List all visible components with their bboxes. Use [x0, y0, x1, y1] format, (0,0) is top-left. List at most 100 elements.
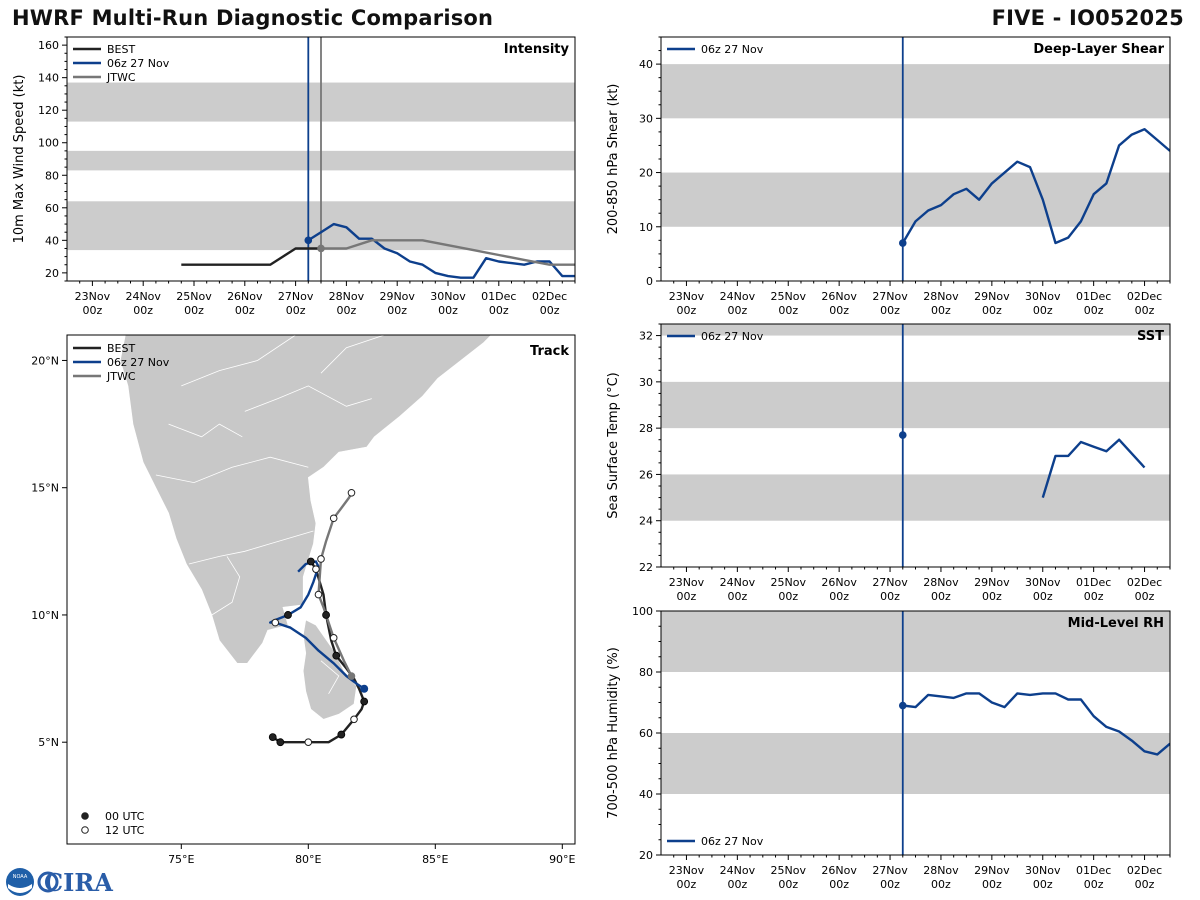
x-tick-label-hour: 00z	[829, 590, 849, 603]
track-jtwc-point	[347, 672, 356, 680]
legend-label: 06z 27 Nov	[701, 835, 764, 848]
series-line-06z-27-nov	[902, 692, 1170, 756]
x-tick-label-hour: 00z	[1084, 304, 1104, 317]
x-tick-label-day: 25Nov	[771, 290, 807, 303]
lat-tick-label: 5°N	[38, 736, 59, 749]
state-border	[320, 660, 340, 694]
y-tick-label: 60	[639, 727, 653, 740]
x-tick-label-day: 27Nov	[872, 290, 908, 303]
legend-label: JTWC	[106, 71, 136, 84]
noaa-text: NOAA	[13, 874, 28, 880]
y-axis-label: 700-500 hPa Humidity (%)	[606, 647, 621, 819]
x-tick-label-hour: 00z	[778, 878, 798, 891]
x-tick-label-hour: 00z	[931, 878, 951, 891]
track-point-12utc	[329, 634, 338, 642]
x-tick-label-day: 28Nov	[329, 290, 365, 303]
x-tick-label-hour: 00z	[387, 304, 407, 317]
x-tick-label-hour: 00z	[540, 304, 560, 317]
legend-label: BEST	[107, 43, 135, 56]
x-tick-label-day: 24Nov	[720, 576, 756, 589]
track-init-point	[360, 684, 369, 693]
panel-shear: 01020304023Nov00z24Nov00z25Nov00z26Nov00…	[606, 36, 1171, 317]
track-point-00utc	[360, 697, 369, 706]
map-frame	[66, 334, 576, 845]
x-tick-label-day: 25Nov	[771, 864, 807, 877]
x-tick-label-hour: 00z	[829, 304, 849, 317]
y-tick-label: 40	[639, 788, 653, 801]
lon-tick-label: 90°E	[549, 853, 575, 866]
legend-label: 06z 27 Nov	[701, 330, 764, 343]
x-tick-label-hour: 00z	[880, 304, 900, 317]
x-tick-label-day: 25Nov	[771, 576, 807, 589]
panel-rh: 2040608010023Nov00z24Nov00z25Nov00z26Nov…	[606, 605, 1171, 891]
x-tick-label-hour: 00z	[1084, 590, 1104, 603]
legend-label: 06z 27 Nov	[107, 356, 170, 369]
x-tick-label-day: 30Nov	[1025, 576, 1061, 589]
track-point-12utc	[312, 565, 320, 573]
x-tick-label-day: 01Dec	[1076, 864, 1111, 877]
panel-sst: 22242628303223Nov00z24Nov00z25Nov00z26No…	[606, 323, 1171, 603]
threshold-band	[661, 381, 1170, 429]
y-tick-label: 40	[639, 58, 653, 71]
cira-text: CIRA	[44, 868, 113, 897]
x-tick-label-hour: 00z	[677, 878, 697, 891]
series-line-06z-27-nov	[307, 222, 575, 279]
x-tick-label-day: 28Nov	[923, 864, 959, 877]
y-tick-label: 28	[639, 422, 653, 435]
x-tick-label-hour: 00z	[778, 590, 798, 603]
x-tick-label-day: 23Nov	[669, 864, 705, 877]
x-tick-label-day: 02Dec	[532, 290, 567, 303]
x-tick-label-day: 02Dec	[1127, 576, 1162, 589]
x-tick-label-day: 23Nov	[669, 576, 705, 589]
threshold-band	[661, 64, 1170, 119]
threshold-band	[661, 474, 1170, 521]
x-tick-label-day: 02Dec	[1127, 864, 1162, 877]
track-point-12utc	[350, 715, 358, 724]
x-tick-label-hour: 00z	[438, 304, 458, 317]
track-point-12utc	[271, 618, 280, 627]
x-tick-label-day: 24Nov	[720, 290, 756, 303]
noaa-cira-logo: NOAA CIRA	[6, 868, 113, 897]
series-line-06z-27-nov	[901, 127, 1170, 245]
init-point	[898, 239, 907, 247]
x-tick-label-day: 01Dec	[1076, 576, 1111, 589]
x-tick-label-hour: 00z	[1135, 878, 1155, 891]
track-point-00utc	[337, 730, 346, 739]
y-tick-label: 30	[639, 376, 653, 389]
threshold-band	[661, 172, 1170, 227]
x-tick-label-hour: 00z	[1033, 590, 1053, 603]
plot-area	[661, 37, 1170, 281]
init-point	[304, 236, 313, 245]
panel-title: SST	[1137, 329, 1164, 344]
x-tick-label-day: 01Dec	[481, 290, 516, 303]
x-tick-label-day: 30Nov	[430, 290, 466, 303]
y-axis-label: 200-850 hPa Shear (kt)	[606, 84, 621, 235]
lat-tick-label: 20°N	[31, 354, 59, 367]
state-border	[320, 335, 385, 374]
track-point-00utc	[306, 557, 315, 566]
x-tick-label-day: 25Nov	[176, 290, 212, 303]
y-tick-label: 80	[45, 169, 59, 182]
x-tick-label-hour: 00z	[286, 304, 306, 317]
x-tick-label-hour: 00z	[1033, 878, 1053, 891]
y-axis-label: 10m Max Wind Speed (kt)	[12, 75, 27, 244]
marker-legend-label: 12 UTC	[105, 824, 145, 837]
y-axis-label: Sea Surface Temp (°C)	[606, 372, 621, 519]
marker-legend-symbol	[81, 826, 89, 834]
x-tick-label-day: 02Dec	[1127, 290, 1162, 303]
y-tick-label: 160	[38, 39, 59, 52]
y-tick-label: 100	[38, 137, 59, 150]
lon-tick-label: 85°E	[422, 853, 448, 866]
x-tick-label-hour: 00z	[133, 304, 153, 317]
track-point-12utc	[304, 738, 313, 747]
lat-tick-label: 10°N	[31, 609, 59, 622]
state-border	[211, 556, 241, 616]
track-point-12utc	[317, 555, 325, 563]
x-tick-label-hour: 00z	[982, 590, 1002, 603]
x-tick-label-hour: 00z	[1135, 304, 1155, 317]
x-tick-label-hour: 00z	[489, 304, 509, 317]
series-line-best	[181, 247, 321, 266]
lon-tick-label: 75°E	[168, 853, 194, 866]
x-tick-label-day: 24Nov	[720, 864, 756, 877]
y-tick-label: 32	[639, 330, 653, 343]
